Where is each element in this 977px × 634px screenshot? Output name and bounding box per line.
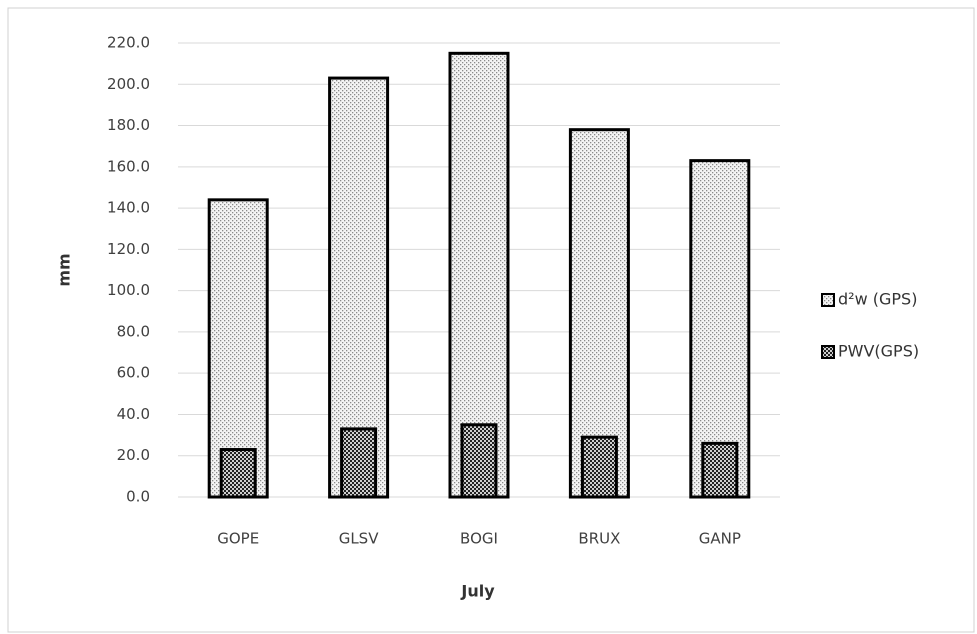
y-tick-label: 60.0 xyxy=(117,364,150,382)
bar xyxy=(701,441,739,499)
bar xyxy=(219,448,257,499)
legend-swatch xyxy=(821,293,835,307)
x-tick-label: GLSV xyxy=(339,530,380,548)
legend-label: PWV(GPS) xyxy=(838,342,919,361)
y-tick-label: 160.0 xyxy=(107,157,150,175)
y-tick-label: 0.0 xyxy=(126,488,150,506)
bar xyxy=(448,51,510,499)
y-tick-label: 120.0 xyxy=(107,240,150,258)
y-axis-label: mm xyxy=(55,253,74,286)
x-tick-label: BRUX xyxy=(578,530,620,548)
y-tick-label: 20.0 xyxy=(117,446,150,464)
bar xyxy=(207,198,269,499)
y-tick-label: 180.0 xyxy=(107,116,150,134)
y-tick-label: 40.0 xyxy=(117,405,150,423)
x-tick-label: BOGI xyxy=(460,530,498,548)
y-tick-label: 140.0 xyxy=(107,199,150,217)
x-tick-label: GOPE xyxy=(217,530,259,548)
x-tick-label: GANP xyxy=(699,530,741,548)
bar xyxy=(580,435,618,499)
legend-label: d²w (GPS) xyxy=(838,290,917,309)
y-tick-label: 200.0 xyxy=(107,75,150,93)
bar xyxy=(460,423,498,499)
y-tick-label: 100.0 xyxy=(107,281,150,299)
bar xyxy=(340,427,378,499)
x-axis-label: July xyxy=(460,582,495,601)
y-tick-label: 220.0 xyxy=(107,34,150,52)
legend-swatch xyxy=(821,345,835,359)
y-tick-label: 80.0 xyxy=(117,322,150,340)
